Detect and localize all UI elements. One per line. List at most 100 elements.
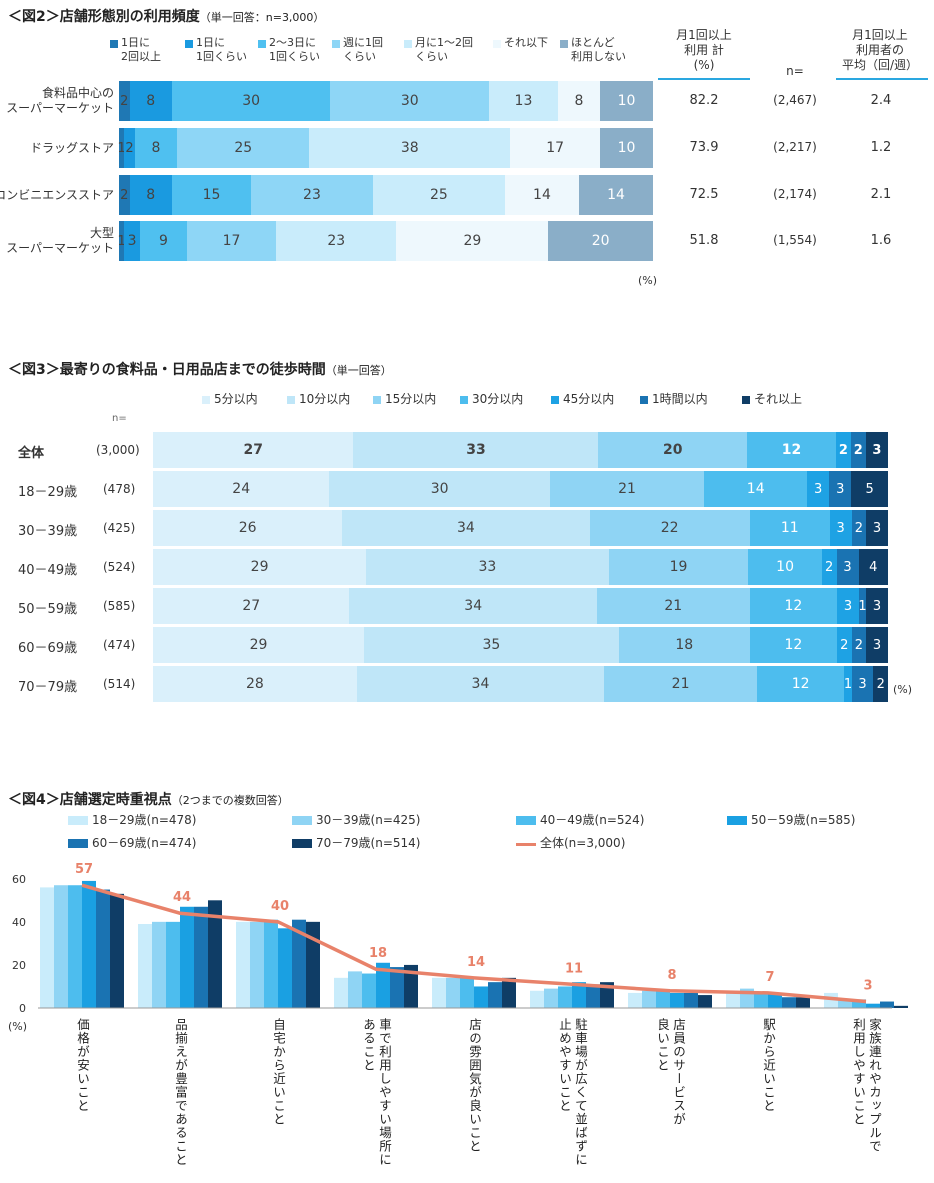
fig4-bar xyxy=(334,977,348,1008)
fig3-bar-segment: 21 xyxy=(604,666,757,702)
fig2-bar-segment: 10 xyxy=(600,128,653,168)
fig2-legend-swatch xyxy=(560,40,568,48)
fig3-row-n: (478) xyxy=(103,482,136,496)
fig3-bar-segment: 2 xyxy=(850,432,866,468)
fig4-bar xyxy=(754,992,768,1008)
fig2-bar-segment: 14 xyxy=(578,175,653,215)
fig3-bar-segment: 1 xyxy=(858,588,867,624)
fig3-bar-segment: 3 xyxy=(866,588,888,624)
fig3-n-label: n= xyxy=(112,413,127,424)
fig4-bar xyxy=(894,1005,908,1008)
fig2-pct-note: (%) xyxy=(638,274,658,287)
fig2-legend-label: それ以下 xyxy=(504,36,548,49)
fig4-bar xyxy=(152,921,166,1008)
fig3-legend-label: 15分以内 xyxy=(385,392,437,406)
fig3-bar-segment: 27 xyxy=(153,432,354,468)
fig2-avg-value: 2.1 xyxy=(870,187,892,202)
fig4-bar xyxy=(208,900,222,1008)
fig4-bar xyxy=(670,992,684,1008)
fig2-header-avg: 月1回以上 利用者の 平均（回/週） xyxy=(841,28,919,72)
fig2-n-value: (2,217) xyxy=(773,140,817,154)
fig2-legend-swatch xyxy=(185,40,193,48)
fig4-bar xyxy=(236,921,250,1008)
fig4-bar xyxy=(264,919,278,1008)
fig3-title: ＜図3＞最寄りの食料品・日用品店までの徒歩時間（単一回答） xyxy=(8,359,392,379)
fig2-legend-label: ほとんど 利用しない xyxy=(571,36,626,63)
fig3-row-n: (524) xyxy=(103,560,136,574)
fig3-bar-segment: 3 xyxy=(837,588,859,624)
fig2-bar-segment: 17 xyxy=(510,128,601,168)
fig3-row-n: (474) xyxy=(103,638,136,652)
fig3-row-n: (514) xyxy=(103,677,136,691)
fig2-bar-segment: 20 xyxy=(548,221,653,261)
fig4-overall-label: 44 xyxy=(173,890,191,905)
fig2-bar-segment: 25 xyxy=(177,128,310,168)
fig4-legend-swatch xyxy=(516,816,536,825)
fig4-bar xyxy=(782,997,796,1008)
fig4-category-line: 自宅から近いこと xyxy=(271,1018,286,1126)
fig4-bar xyxy=(96,889,110,1008)
fig4-bar xyxy=(68,885,82,1008)
fig4-bar xyxy=(278,928,292,1008)
fig3-bar-row: 26 34 22 11 3 2 3 xyxy=(153,510,888,546)
fig3-bar-segment: 28 xyxy=(153,666,357,702)
fig4-bar xyxy=(838,999,852,1008)
fig3-row-label: 50－59歳 xyxy=(18,602,78,617)
fig2-bar-segment: 13 xyxy=(489,81,558,121)
fig4-ytick-label: 60 xyxy=(12,873,26,886)
fig3-bar-segment: 35 xyxy=(364,627,619,663)
fig4-bar xyxy=(138,924,152,1008)
fig3-bar-segment: 2 xyxy=(836,432,851,468)
fig4-title: ＜図4＞店舗選定時重視点（2つまでの複数回答） xyxy=(8,789,289,809)
fig2-bar-row: 2 8 30 30 13 8 10 xyxy=(119,81,653,121)
fig4-legend-label: 18－29歳(n=478) xyxy=(92,813,197,827)
fig3-row-n: (585) xyxy=(103,599,136,613)
fig3-legend-label: それ以上 xyxy=(754,392,803,406)
fig2-bar-segment: 23 xyxy=(276,221,397,261)
fig4-bar xyxy=(544,988,558,1008)
fig3-row-label: 60－69歳 xyxy=(18,641,78,656)
fig4-overall-label: 11 xyxy=(565,961,583,976)
fig3-legend-swatch xyxy=(640,396,648,404)
fig4-bar xyxy=(292,919,306,1008)
fig4-bar xyxy=(460,977,474,1008)
fig2-n-value: (1,554) xyxy=(773,233,817,247)
fig4-legend-label: 全体(n=3,000) xyxy=(540,836,626,850)
fig4-bar xyxy=(250,921,264,1008)
fig4-bar xyxy=(656,990,670,1008)
fig3-bar-segment: 29 xyxy=(153,627,365,663)
fig2-title-text: ＜図2＞店舗形態別の利用頻度 xyxy=(8,9,200,25)
fig2-row-label: コンビニエンスストア xyxy=(0,187,114,202)
fig4-ytick-label: 40 xyxy=(12,916,26,929)
fig3-bar-segment: 10 xyxy=(748,549,822,585)
fig2-bar-segment: 30 xyxy=(171,81,331,121)
fig4-bar xyxy=(852,999,866,1008)
fig3-legend-label: 5分以内 xyxy=(214,392,258,406)
fig4-bar xyxy=(880,1001,894,1008)
fig4-category-label: 駅から近いこと xyxy=(760,1018,776,1113)
fig2-bar-segment: 8 xyxy=(129,81,172,121)
fig2-n-value: (2,174) xyxy=(773,187,817,201)
fig4-bar xyxy=(768,992,782,1008)
fig2-row-label: 大型 スーパーマーケット xyxy=(6,226,114,255)
fig4-legend-swatch xyxy=(68,839,88,848)
fig3-bar-segment: 22 xyxy=(589,510,750,546)
fig3-bar-segment: 21 xyxy=(596,588,750,624)
fig3-bar-segment: 2 xyxy=(851,627,867,663)
fig2-legend-swatch xyxy=(110,40,118,48)
fig4-category-line: 価格が安いこと xyxy=(75,1018,90,1113)
fig3-bar-segment: 30 xyxy=(329,471,550,507)
fig4-bar xyxy=(432,977,446,1008)
fig2-bar-segment: 2 xyxy=(124,128,135,168)
fig4-legend-swatch xyxy=(68,816,88,825)
fig2-legend-label: 1日に 1回くらい xyxy=(196,36,247,63)
fig4-bar xyxy=(54,885,68,1008)
fig2-subtitle: （単一回答：n=3,000） xyxy=(199,11,325,24)
fig4-category-line: あること xyxy=(361,1018,376,1072)
fig3-bar-segment: 24 xyxy=(153,471,330,507)
fig2-bar-segment: 25 xyxy=(372,175,505,215)
fig4-bar xyxy=(684,992,698,1008)
fig4-ytick-label: 0 xyxy=(19,1002,26,1015)
fig4-bar xyxy=(82,880,96,1008)
fig2-legend-swatch xyxy=(258,40,266,48)
